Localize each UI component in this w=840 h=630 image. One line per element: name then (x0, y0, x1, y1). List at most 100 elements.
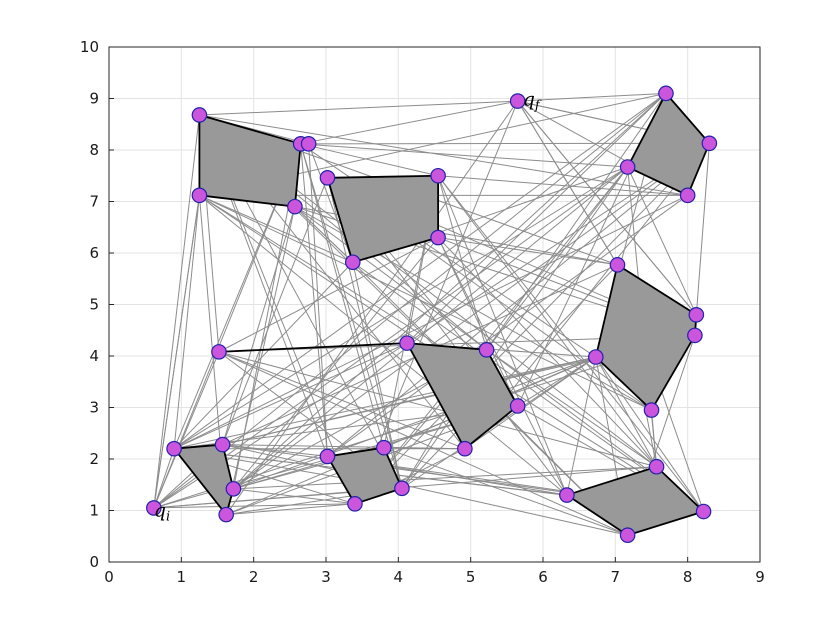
roadmap-edge (437, 175, 568, 496)
x-tick-label: 0 (104, 568, 114, 586)
roadmap-edge (173, 195, 200, 449)
roadmap-node (287, 198, 303, 215)
roadmap-node (166, 440, 182, 457)
roadmap-edge (300, 143, 439, 177)
roadmap-edge (517, 92, 666, 102)
roadmap-node (211, 344, 227, 360)
roadmap-edge (300, 143, 385, 448)
x-tick-label: 8 (683, 568, 693, 586)
roadmap-edge (153, 351, 220, 509)
roadmap-edge (218, 351, 466, 450)
roadmap-edge (437, 237, 519, 407)
roadmap-edge (233, 466, 657, 490)
roadmap-edge (225, 206, 296, 515)
roadmap-node (619, 527, 636, 544)
roadmap-node (679, 187, 696, 204)
roadmap-edge (352, 262, 403, 489)
roadmap-edge (383, 447, 465, 450)
roadmap-node (619, 159, 636, 175)
roadmap-node (658, 85, 674, 102)
x-tick-label: 9 (755, 568, 765, 586)
x-tick-label: 2 (249, 568, 259, 586)
roadmap-edge (153, 195, 200, 508)
bold-edge (218, 342, 408, 353)
roadmap-edge (486, 349, 657, 468)
roadmap-edge (218, 237, 439, 353)
roadmap-edge (225, 356, 596, 516)
y-tick-label: 3 (89, 399, 99, 417)
roadmap-edge (233, 237, 439, 490)
roadmap-edge (153, 166, 628, 509)
roadmap-edge (354, 142, 710, 505)
roadmap-edge (153, 448, 175, 509)
roadmap-node (695, 503, 712, 520)
y-tick-label: 6 (89, 244, 99, 262)
roadmap-edge (326, 177, 403, 489)
obstacle (565, 465, 705, 537)
roadmap-edge (438, 237, 618, 266)
roadmap-edge (218, 351, 628, 536)
roadmap-edge (222, 444, 628, 536)
y-tick-label: 2 (89, 450, 99, 468)
roadmap-node (588, 349, 604, 365)
roadmap-edge (383, 447, 628, 536)
roadmap-edge (437, 175, 704, 512)
obstacle (594, 263, 698, 411)
roadmap-node (191, 187, 208, 204)
roadmap-node (225, 481, 242, 497)
roadmap-edge (173, 356, 596, 450)
x-tick-label: 7 (611, 568, 621, 586)
roadmap-node (300, 136, 317, 152)
roadmap-edge (218, 351, 657, 468)
roadmap-edge (517, 100, 618, 266)
roadmap-edge (517, 356, 597, 407)
roadmap-edge (173, 194, 688, 450)
roadmap-edge (354, 100, 519, 504)
roadmap-edge (173, 342, 408, 450)
roadmap-edge (627, 166, 697, 316)
roadmap-node (648, 458, 665, 475)
roadmap-edge (327, 142, 710, 457)
roadmap-edge (437, 237, 568, 496)
roadmap-node (457, 440, 473, 457)
x-tick-label: 5 (466, 568, 476, 586)
roadmap-node (214, 436, 231, 453)
roadmap-node (376, 439, 392, 456)
roadmap-edge (300, 143, 628, 168)
roadmap-node (687, 327, 703, 344)
roadmap-edge (300, 143, 403, 489)
roadmap-edge (327, 194, 688, 457)
roadmap-node (701, 135, 718, 152)
roadmap-node (643, 402, 660, 418)
roadmap-edge (199, 194, 652, 411)
y-tick-label: 8 (89, 141, 99, 159)
roadmap-node (319, 448, 336, 465)
roadmap-node (609, 257, 626, 273)
x-tick-label: 1 (177, 568, 187, 586)
roadmap-edge (294, 206, 354, 263)
roadmap-node (191, 107, 208, 123)
roadmap-edge (695, 143, 710, 315)
y-tick-label: 4 (89, 347, 99, 365)
roadmap-edge (233, 92, 667, 490)
y-tick-label: 10 (80, 38, 99, 56)
roadmap-node (347, 496, 363, 512)
roadmap-edge (651, 410, 658, 467)
roadmap-edge (437, 175, 657, 468)
roadmap-edge (222, 356, 596, 446)
point-label: qf (523, 89, 542, 114)
roadmap-node (478, 342, 495, 358)
roadmap-edge (437, 237, 657, 468)
y-tick-label: 7 (89, 193, 99, 211)
roadmap-node (399, 335, 415, 351)
roadmap-edge (199, 100, 518, 116)
y-tick-label: 1 (89, 502, 99, 520)
roadmap-edge (199, 194, 353, 263)
obstacle (326, 446, 403, 505)
roadmap-edge (222, 177, 328, 445)
roadmap-node (509, 398, 526, 414)
y-tick-label: 0 (89, 553, 99, 571)
y-tick-label: 9 (89, 90, 99, 108)
roadmap-node (430, 167, 446, 184)
